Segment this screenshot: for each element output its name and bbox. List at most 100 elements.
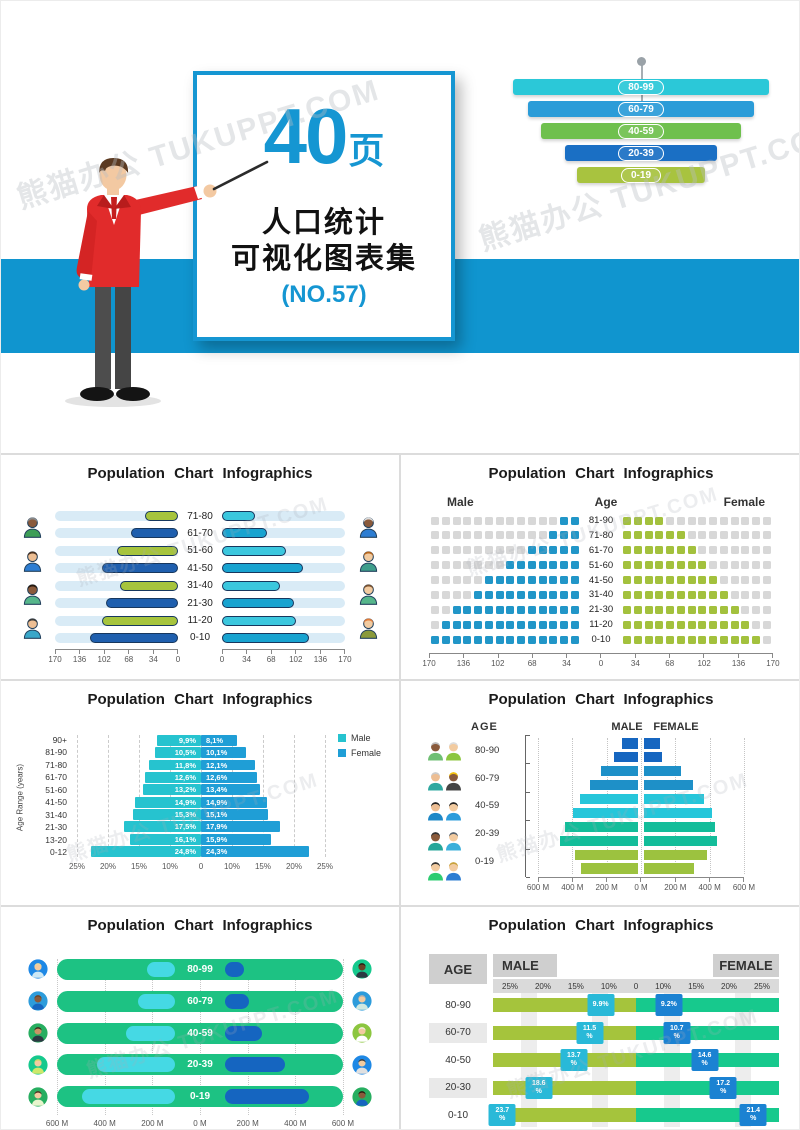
slide-thumbnail-1: Population Chart Infographics	[1, 455, 401, 681]
female-half	[222, 615, 345, 626]
male-half	[55, 563, 178, 574]
dot	[719, 605, 728, 614]
chart-row: 60-79	[57, 990, 343, 1012]
female-bar: 12,6%	[201, 772, 257, 783]
dot	[474, 561, 483, 570]
dot	[452, 620, 461, 629]
x-axis: 25% 20% 15% 10% 0 10% 15% 20% 25%	[69, 861, 333, 871]
dot	[752, 635, 761, 644]
chart-row: 24,8% 24,3%	[77, 846, 325, 857]
pages-unit: 页	[348, 129, 385, 171]
axis-tick-label: 0 M	[193, 1119, 207, 1128]
dot	[633, 516, 642, 525]
male-bar	[81, 1089, 175, 1104]
dot	[719, 576, 728, 584]
slide-thumbnail-3: Population Chart Infographics Age Range …	[1, 681, 401, 907]
male-dots	[431, 531, 579, 540]
bar-track	[222, 580, 345, 591]
dot	[560, 576, 569, 584]
male-header: MALE	[611, 721, 643, 733]
dot	[666, 635, 675, 644]
avatar-column-male	[17, 509, 47, 643]
male-bar	[145, 511, 178, 521]
age-label: 0-19	[475, 855, 495, 867]
avatar-icon	[352, 1055, 372, 1075]
male-bar: 15,3%	[133, 809, 201, 820]
chart-row	[538, 751, 744, 763]
dot	[431, 576, 439, 584]
female-dots	[623, 531, 771, 540]
chart-row: 9.9% 9.2%	[493, 994, 779, 1016]
axis-tick-label: 68	[124, 655, 134, 664]
axis-tick-label: 20%	[721, 981, 738, 991]
age-label: 80-90	[445, 999, 471, 1011]
dot	[463, 590, 472, 599]
cover-slide: 40页 人口统计 可视化图表集 (NO.57) 80-99 60-79 40-59 2…	[1, 1, 799, 453]
axis-tick-label: 0	[198, 862, 204, 871]
chart-row: 41-50	[55, 563, 345, 574]
dot	[506, 590, 515, 599]
dot	[623, 561, 631, 570]
female-dots	[623, 620, 771, 629]
dot	[570, 635, 579, 644]
dot	[741, 605, 750, 614]
dot	[441, 635, 450, 644]
dot	[666, 531, 675, 540]
dot	[741, 576, 750, 584]
age-label: 31-40	[588, 589, 614, 601]
avatar-icon	[446, 832, 461, 851]
axis-tick-label: 136	[313, 655, 328, 664]
axis-tick-label: 34	[562, 659, 572, 668]
dot	[517, 620, 526, 629]
dot	[495, 546, 504, 555]
dot	[633, 605, 642, 614]
dot	[474, 546, 483, 555]
dot	[538, 576, 547, 584]
dot	[719, 590, 728, 599]
dot	[698, 620, 707, 629]
male-dots	[431, 561, 579, 570]
chart-row: 15,3% 15,1%	[77, 809, 325, 820]
male-dots	[431, 576, 579, 584]
age-label: 13-20	[45, 834, 67, 845]
chart-rows: 80-99 60-79 40-59 20-39 0-19	[57, 959, 343, 1107]
female-bar	[644, 835, 717, 847]
x-axis-female: 0 34 68 102 136 170	[220, 649, 352, 664]
dot	[517, 590, 526, 599]
slide-title: Population Chart Infographics	[488, 917, 714, 934]
dot	[730, 635, 739, 644]
female-half	[222, 528, 345, 539]
slide-preview-grid: Population Chart Infographics	[1, 453, 799, 1129]
dot	[752, 546, 761, 555]
chart-row: 20-39	[57, 1054, 343, 1076]
dot	[495, 635, 504, 644]
chart-row	[538, 863, 744, 874]
axis-tick-label: 200 M	[141, 1119, 164, 1128]
dot	[463, 531, 472, 540]
dot	[676, 576, 685, 584]
avatar-icon	[23, 584, 41, 606]
dot	[730, 531, 739, 540]
avatar-pair	[423, 797, 466, 827]
dot	[549, 531, 558, 540]
axis-tick-label: 600 M	[331, 1119, 355, 1128]
dot	[517, 516, 526, 525]
dot	[527, 531, 536, 540]
axis-tick-label: 10%	[161, 862, 178, 871]
male-dots	[431, 605, 579, 614]
bar-track	[55, 511, 178, 521]
dot	[463, 635, 472, 644]
chart-row: 9,9% 8,1%	[77, 735, 325, 746]
pages-count: 40页	[264, 97, 385, 195]
avatar-icon	[428, 742, 443, 761]
dot-row: 51-60	[431, 560, 771, 571]
dot	[452, 546, 461, 555]
female-percent-marker: 14.6 %	[691, 1049, 719, 1071]
dot	[538, 620, 547, 629]
dot	[676, 546, 685, 555]
dot	[730, 546, 739, 555]
avatar-icon	[428, 832, 443, 851]
dot	[452, 561, 461, 570]
dot	[506, 605, 515, 614]
dot	[538, 546, 547, 555]
